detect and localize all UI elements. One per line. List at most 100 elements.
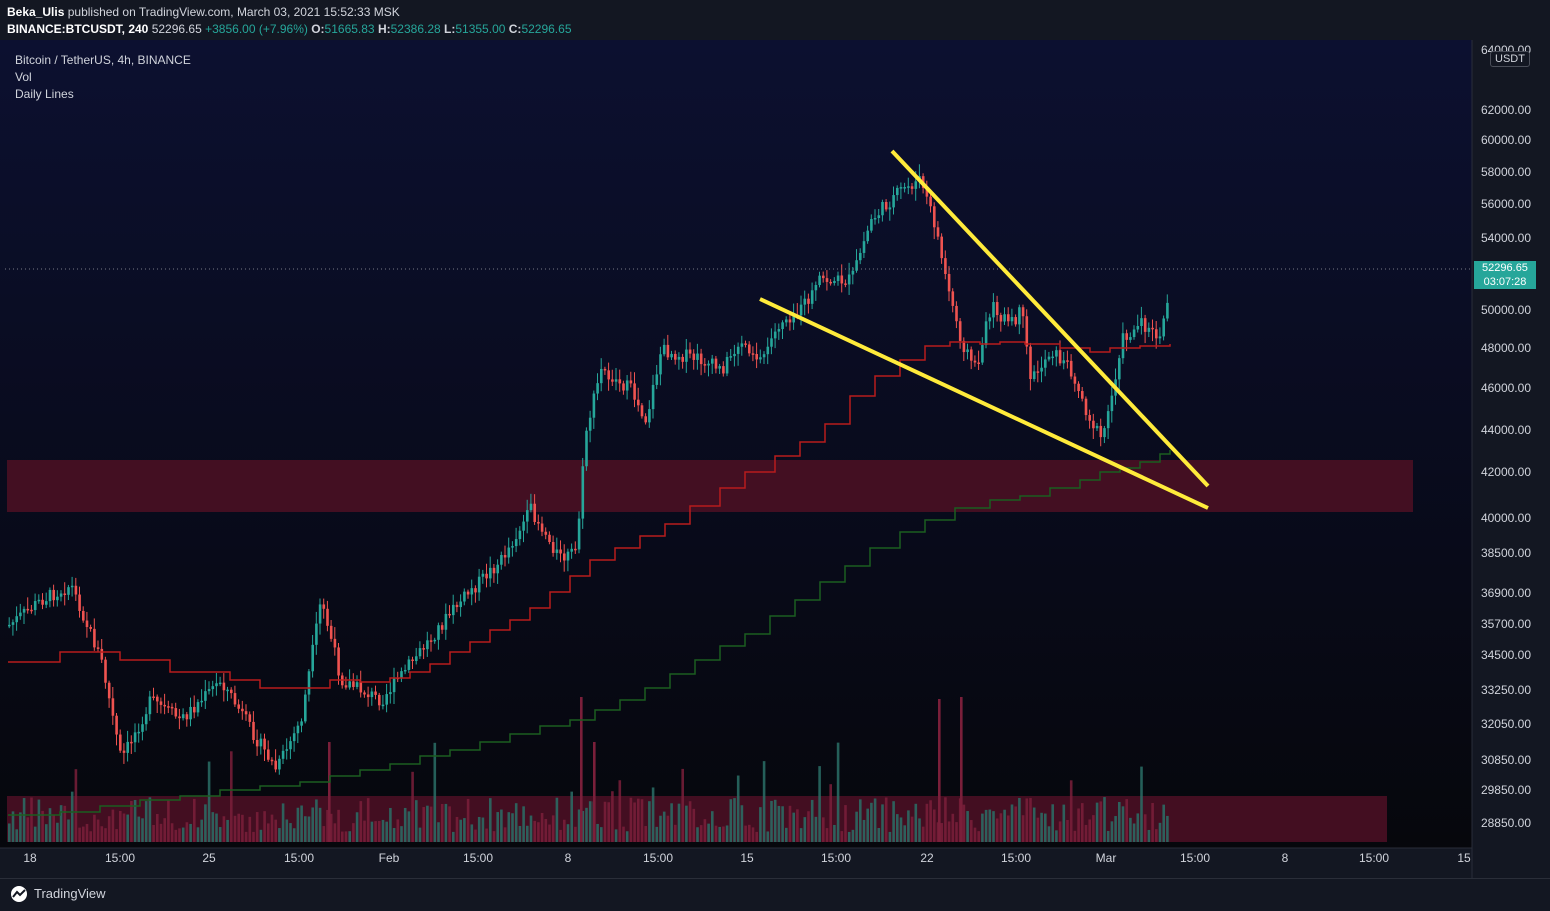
author-name[interactable]: Beka_Ulis [7, 5, 65, 19]
volume-bar [178, 828, 181, 842]
candle-body [1136, 325, 1140, 330]
volume-bar [944, 797, 947, 842]
volume-bar [259, 829, 263, 842]
candle-body [977, 362, 980, 364]
volume-bar [1073, 830, 1077, 842]
volume-bar [925, 803, 929, 842]
candle-body [278, 758, 281, 770]
candle-body [285, 749, 289, 751]
candle-body [307, 671, 311, 695]
volume-bar [814, 816, 818, 842]
candle-body [966, 349, 969, 353]
candle-body [1125, 333, 1128, 340]
candle-body [984, 321, 988, 346]
candle-body [833, 280, 836, 284]
volume-bar [1118, 802, 1121, 842]
daily-line-green[interactable] [8, 450, 1171, 816]
volume-bar [781, 806, 784, 842]
candle-body [226, 689, 229, 692]
candle-body [981, 345, 984, 363]
price-chart[interactable]: 64000.0062000.0060000.0058000.0056000.00… [0, 40, 1550, 878]
volume-bar [1010, 804, 1014, 842]
volume-bar [1040, 812, 1043, 842]
volume-bar [285, 819, 289, 842]
candle-body [888, 207, 892, 210]
candle-body [836, 275, 840, 281]
volume-bar [533, 820, 536, 842]
volume-bar [163, 818, 166, 842]
candle-body [825, 278, 829, 282]
candle-body [896, 187, 899, 196]
candle-body [270, 759, 274, 762]
volume-bar [1162, 804, 1165, 842]
candle-body [722, 366, 725, 374]
footer-brand[interactable]: TradingView [34, 886, 106, 901]
volume-bar [496, 812, 499, 842]
candle-body [995, 302, 999, 316]
volume-bar [304, 816, 307, 842]
volume-bar [333, 823, 337, 842]
candle-body [100, 648, 104, 660]
volume-bar [311, 807, 314, 842]
volume-bar [744, 825, 747, 842]
volume-bar [222, 816, 226, 842]
candle-body [418, 648, 422, 657]
price-axis-label: 44000.00 [1481, 423, 1531, 437]
candle-body [588, 417, 592, 431]
volume-bar [970, 820, 973, 842]
volume-bar [555, 797, 559, 842]
volume-bar [385, 821, 388, 842]
legend-volume[interactable]: Vol [15, 70, 32, 84]
candle-body [537, 521, 540, 524]
candle-body [1158, 336, 1162, 339]
chart-area[interactable]: 64000.00 62000.00 60000.00 58000.00 56000.00… [0, 40, 1550, 878]
volume-bar [52, 814, 55, 842]
volume-bar [1132, 823, 1136, 842]
upper-trendline[interactable] [890, 149, 1210, 488]
legend-title[interactable]: Bitcoin / TetherUS, 4h, BINANCE [15, 53, 191, 67]
candle-body [107, 682, 111, 699]
volume-bar [866, 808, 869, 842]
candle-body [777, 329, 781, 332]
volume-bar [918, 818, 921, 842]
volume-bar [107, 816, 111, 842]
volume-bar [807, 811, 810, 842]
tradingview-logo-icon[interactable] [8, 885, 30, 903]
candle-body [822, 275, 825, 279]
candle-body [19, 612, 22, 617]
volume-bar [152, 824, 155, 842]
legend-indicator[interactable]: Daily Lines [15, 87, 74, 101]
volume-bar [981, 813, 984, 842]
volume-bar [829, 784, 832, 842]
daily-line-red[interactable] [8, 341, 1171, 689]
resistance-zone[interactable] [7, 460, 1413, 512]
volume-bar [93, 814, 96, 842]
volume-bar [500, 809, 503, 842]
lower-trendline[interactable] [759, 297, 1209, 510]
currency-badge[interactable]: USDT [1490, 51, 1530, 67]
volume-bar [755, 831, 758, 842]
time-axis-label: 8 [565, 851, 572, 865]
candle-body [481, 573, 485, 577]
volume-bar [1021, 815, 1025, 842]
candle-body [762, 354, 766, 358]
candle-body [96, 647, 100, 649]
volume-bar [226, 819, 229, 842]
candle-body [248, 714, 252, 722]
candle-body [11, 622, 15, 625]
time-axis-background [0, 848, 1550, 878]
volume-bar [751, 827, 755, 842]
candle-body [988, 317, 992, 322]
candle-body [170, 706, 174, 709]
candle-body [63, 593, 67, 596]
volume-bar [292, 828, 296, 842]
candle-body [311, 644, 314, 672]
candle-body [452, 604, 455, 616]
volume-bar [677, 803, 681, 842]
candle-body [159, 701, 163, 705]
candle-body [1047, 356, 1051, 360]
volume-bar [644, 826, 647, 842]
last-price: 52296.65 [151, 22, 202, 36]
volume-bar [296, 807, 300, 842]
volume-bar [803, 817, 807, 842]
